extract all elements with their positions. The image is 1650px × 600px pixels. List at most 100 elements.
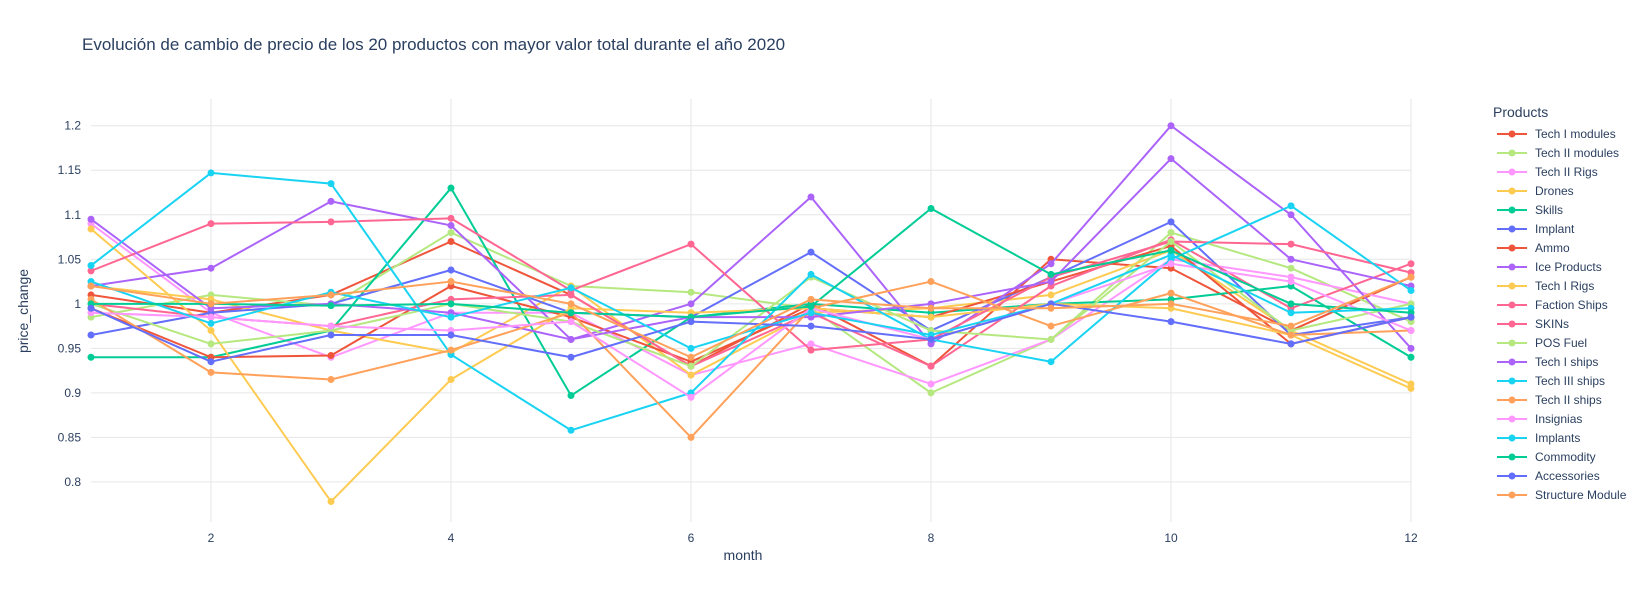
data-point bbox=[927, 389, 935, 397]
legend-item[interactable]: Structure Module bbox=[1497, 488, 1627, 502]
data-point bbox=[807, 340, 815, 348]
data-point bbox=[807, 295, 815, 303]
series-line bbox=[90, 262, 1412, 399]
legend-swatch-marker bbox=[1508, 396, 1516, 404]
data-point bbox=[567, 318, 575, 326]
data-point bbox=[567, 284, 575, 292]
legend-swatch-marker bbox=[1508, 149, 1516, 157]
legend-item[interactable]: Skills bbox=[1497, 203, 1563, 217]
legend-label: Accessories bbox=[1535, 469, 1600, 483]
legend-item[interactable]: Tech II ships bbox=[1497, 393, 1602, 407]
y-tick-label: 0.8 bbox=[64, 475, 81, 489]
data-point bbox=[1047, 335, 1055, 343]
data-point bbox=[687, 393, 695, 401]
data-point bbox=[1167, 155, 1175, 163]
data-point bbox=[207, 264, 215, 272]
data-point bbox=[687, 240, 695, 248]
legend-item[interactable]: Tech III ships bbox=[1497, 374, 1605, 388]
y-tick-label: 0.95 bbox=[58, 341, 82, 355]
data-point bbox=[327, 331, 335, 339]
y-tick-label: 1.2 bbox=[64, 119, 81, 133]
data-point bbox=[1287, 309, 1295, 317]
data-point bbox=[1047, 260, 1055, 268]
data-point bbox=[447, 214, 455, 222]
data-point bbox=[807, 193, 815, 201]
legend-swatch-marker bbox=[1508, 225, 1516, 233]
legend-label: Tech I Rigs bbox=[1535, 279, 1594, 293]
data-point bbox=[927, 205, 935, 213]
x-tick-label: 4 bbox=[448, 531, 455, 545]
series-layer bbox=[87, 122, 1415, 506]
data-point bbox=[447, 229, 455, 237]
data-point bbox=[1047, 278, 1055, 286]
data-point bbox=[687, 433, 695, 441]
data-point bbox=[447, 266, 455, 274]
legend-item[interactable]: Tech I modules bbox=[1497, 127, 1616, 141]
legend-item[interactable]: Tech I Rigs bbox=[1497, 279, 1594, 293]
series-line bbox=[90, 280, 1412, 439]
data-point bbox=[1287, 211, 1295, 219]
series-line bbox=[90, 217, 1412, 352]
legend-item[interactable]: Tech II Rigs bbox=[1497, 165, 1598, 179]
data-point bbox=[1047, 358, 1055, 366]
legend-swatch-marker bbox=[1508, 187, 1516, 195]
legend-swatch-marker bbox=[1508, 377, 1516, 385]
legend-item[interactable]: Ammo bbox=[1497, 241, 1570, 255]
data-point bbox=[207, 319, 215, 327]
data-point bbox=[1167, 218, 1175, 226]
data-point bbox=[447, 300, 455, 308]
legend-item[interactable]: POS Fuel bbox=[1497, 336, 1587, 350]
legend-item[interactable]: Ice Products bbox=[1497, 260, 1602, 274]
legend-swatch-marker bbox=[1508, 491, 1516, 499]
legend-title: Products bbox=[1493, 104, 1548, 120]
data-point bbox=[207, 169, 215, 177]
legend-item[interactable]: Tech II modules bbox=[1497, 146, 1619, 160]
legend-item[interactable]: Faction Ships bbox=[1497, 298, 1608, 312]
data-point bbox=[807, 248, 815, 256]
legend-item[interactable]: SKINs bbox=[1497, 317, 1569, 331]
data-point bbox=[327, 291, 335, 299]
x-tick-label: 12 bbox=[1404, 531, 1418, 545]
data-point bbox=[207, 300, 215, 308]
legend-label: Implant bbox=[1535, 222, 1575, 236]
data-point bbox=[567, 309, 575, 317]
data-point bbox=[1167, 122, 1175, 130]
series-structure-module bbox=[87, 273, 1415, 361]
y-tick-label: 1.15 bbox=[58, 163, 82, 177]
data-point bbox=[1287, 300, 1295, 308]
data-point bbox=[327, 302, 335, 310]
legend-item[interactable]: Implants bbox=[1497, 431, 1580, 445]
legend-item[interactable]: Accessories bbox=[1497, 469, 1600, 483]
series-line bbox=[90, 228, 1412, 503]
legend-swatch-marker bbox=[1508, 301, 1516, 309]
tick-layer: 0.8 0.85 0.9 0.95 1 1.05 1.1 1.15 1.2 2 4 6 8 10 12 bbox=[58, 119, 1418, 545]
data-point bbox=[447, 376, 455, 384]
data-point bbox=[447, 346, 455, 354]
data-point bbox=[567, 353, 575, 361]
data-point bbox=[1167, 260, 1175, 268]
data-point bbox=[807, 309, 815, 317]
x-tick-label: 8 bbox=[928, 531, 935, 545]
data-point bbox=[807, 346, 815, 354]
legend-swatch-marker bbox=[1508, 339, 1516, 347]
data-point bbox=[927, 278, 935, 286]
data-point bbox=[87, 262, 95, 270]
legend-item[interactable]: Tech I ships bbox=[1497, 355, 1598, 369]
legend-item[interactable]: Drones bbox=[1497, 184, 1574, 198]
x-tick-label: 10 bbox=[1164, 531, 1178, 545]
data-point bbox=[87, 225, 95, 233]
series-line bbox=[90, 124, 1412, 350]
legend-item[interactable]: Commodity bbox=[1497, 450, 1596, 464]
series-line bbox=[90, 302, 1412, 363]
legend-swatch-marker bbox=[1508, 453, 1516, 461]
legend-item[interactable]: Implant bbox=[1497, 222, 1575, 236]
series-line bbox=[90, 276, 1412, 359]
legend-item[interactable]: Insignias bbox=[1497, 412, 1582, 426]
data-point bbox=[807, 270, 815, 278]
legend-label: Ice Products bbox=[1535, 260, 1602, 274]
data-point bbox=[1287, 322, 1295, 330]
legend-swatch-marker bbox=[1508, 358, 1516, 366]
data-point bbox=[927, 313, 935, 321]
legend-label: Faction Ships bbox=[1535, 298, 1608, 312]
